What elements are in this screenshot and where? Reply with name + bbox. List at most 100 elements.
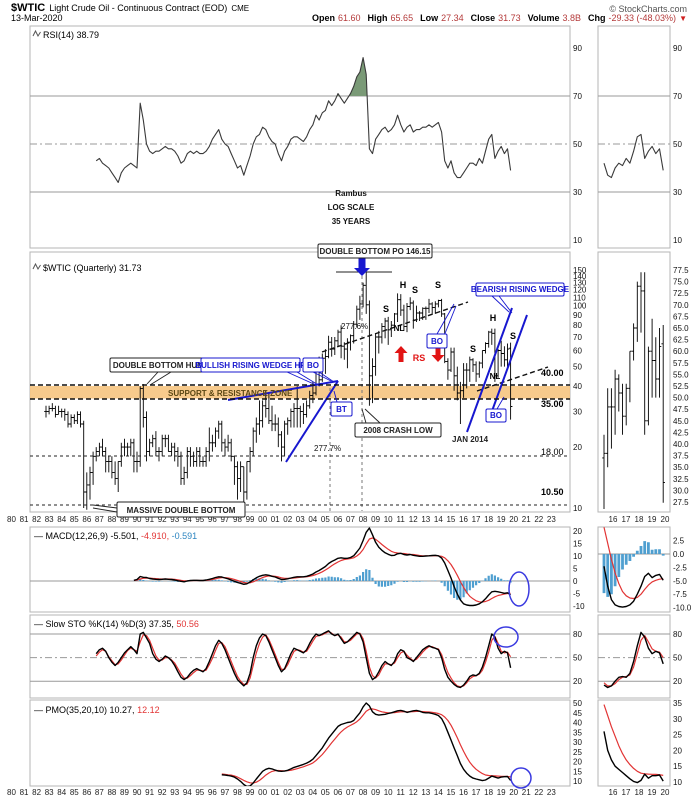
hs1-s1: S: [383, 304, 389, 314]
year-label: 97: [220, 788, 229, 797]
year-label: 90: [133, 788, 142, 797]
year-label: 09: [371, 788, 380, 797]
year-label: 03: [296, 788, 305, 797]
bo-2-box-callout: [436, 303, 455, 335]
mini-price-axis-label: 77.5: [673, 266, 689, 275]
year-label: 08: [359, 788, 368, 797]
rsi-axis-label: 70: [573, 92, 582, 101]
quote-label: Low: [420, 13, 439, 23]
mini-pmo-axis-label: 20: [673, 746, 682, 755]
year-label: 20: [509, 788, 518, 797]
year-label: 87: [95, 515, 104, 524]
chg-dropdown-icon[interactable]: ▼: [679, 14, 687, 23]
hs2-s2: S: [510, 331, 516, 341]
year-label: 17: [472, 788, 481, 797]
macd-axis-label: -10: [573, 602, 585, 611]
mini-macd-line: [603, 566, 664, 608]
bo-1-box-callout: [312, 371, 332, 382]
year-label: 20: [509, 515, 518, 524]
price-axis-label: 50: [573, 363, 582, 372]
fib-276: 277.6%: [341, 322, 368, 331]
hump-box-callout: [149, 371, 172, 386]
level-40: 40.00: [541, 368, 564, 378]
year-label: 21: [522, 515, 531, 524]
quote-strip: Open 61.60 High 65.65 Low 27.34 Close 31.73 Volu…: [305, 13, 687, 23]
year-label: 15: [446, 515, 455, 524]
year-label: 03: [296, 515, 305, 524]
pmo-axis-label: 20: [573, 758, 582, 767]
hump-box-callout: [146, 371, 159, 385]
mini-price-axis-label: 47.5: [673, 405, 689, 414]
year-label: 80: [7, 515, 16, 524]
price-axis-label: 130: [573, 279, 587, 288]
mini-rsi-axis-label: 10: [673, 236, 682, 245]
year-label: 82: [32, 515, 41, 524]
year-label: 90: [133, 515, 142, 524]
mini-year-label: 19: [648, 788, 657, 797]
price-axis-label: 40: [573, 382, 582, 391]
quote-value: 61.60: [338, 13, 361, 23]
year-label: 93: [170, 788, 179, 797]
quote-value: -29.33 (-48.03%): [608, 13, 677, 23]
mini-macd-axis-label: 2.5: [673, 537, 685, 546]
mini-pmo-panel: [597, 699, 671, 787]
year-label: 19: [497, 788, 506, 797]
year-label: 22: [534, 788, 543, 797]
year-label: 85: [70, 515, 79, 524]
mini-price-panel: [597, 251, 671, 513]
macd-axis-label: 0: [573, 577, 578, 586]
mini-pmo-axis-label: 15: [673, 762, 682, 771]
pmo-axis-label: 45: [573, 709, 582, 718]
price-axis-label: 120: [573, 286, 587, 295]
mini-rsi-axis-label: 90: [673, 44, 682, 53]
pmo-axis-label: 40: [573, 719, 582, 728]
year-label: 13: [421, 515, 430, 524]
mini-ohlc-bars: [603, 272, 664, 509]
mini-pmo-axis-label: 10: [673, 778, 682, 787]
year-label: 02: [283, 788, 292, 797]
mini-year-label: 18: [635, 788, 644, 797]
mini-year-label: 16: [609, 515, 618, 524]
mini-sto-k-line: [603, 631, 664, 689]
bo-1-box-label: BO: [307, 361, 319, 370]
symbol: $WTIC: [11, 2, 46, 14]
year-label: 05: [321, 788, 330, 797]
wedge2-right: [487, 314, 528, 423]
mini-sto-panel: [597, 614, 671, 699]
ls-up-arrow: [394, 346, 408, 362]
hs2-s1: S: [470, 344, 476, 354]
mini-price-axis-label: 37.5: [673, 452, 689, 461]
mini-ohlc-open-ticks: [602, 285, 664, 459]
year-label: 13: [421, 788, 430, 797]
mini-macd-histogram: [602, 541, 665, 597]
mini-year-label: 20: [661, 515, 670, 524]
quote-label: Volume: [527, 13, 560, 23]
macd-axis-label: 5: [573, 565, 578, 574]
quote-label: Chg: [588, 13, 606, 23]
mini-pmo-axis-label: 25: [673, 731, 682, 740]
massive-bottom-box-callout: [92, 504, 118, 509]
pmo-axis-label: 30: [573, 738, 582, 747]
rsi-line: [95, 57, 512, 183]
crash-low-box-label: 2008 CRASH LOW: [363, 426, 433, 435]
macd-axis-label: 20: [573, 527, 582, 536]
mini-year-label: 19: [648, 515, 657, 524]
price-axis-label: 60: [573, 347, 582, 356]
mini-year-label: 20: [661, 788, 670, 797]
pmo-panel-label-part: — PMO(35,20,10) 10.27,: [34, 705, 135, 715]
mini-price-axis-label: 40.0: [673, 440, 689, 449]
rsi-panel-label: RSI(14) 38.79: [43, 30, 99, 40]
fib-277: 277.7%: [314, 444, 341, 453]
mini-price-axis-label: 35.0: [673, 463, 689, 472]
macd-highlight-ellipse: [508, 571, 530, 607]
pmo-signal-line: [221, 708, 511, 784]
year-label: 14: [434, 788, 443, 797]
quote-value: 65.65: [390, 13, 414, 23]
year-label: 97: [220, 515, 229, 524]
rsi-axis-label: 50: [573, 140, 582, 149]
mini-macd-axis-label: 0.0: [673, 550, 685, 559]
bo-3-box-callout: [496, 396, 505, 410]
wedge2-left: [466, 307, 513, 433]
rsi-indicator-icon: [32, 29, 41, 38]
